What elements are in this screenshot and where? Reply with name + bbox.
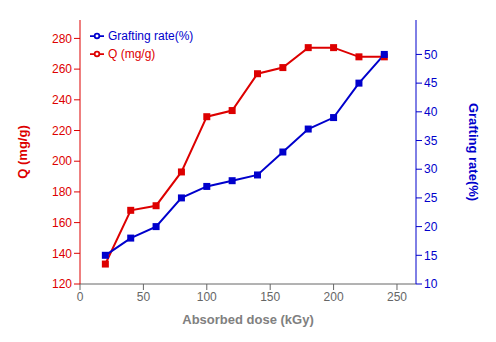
- svg-text:30: 30: [424, 162, 438, 176]
- svg-text:Q (mg/g): Q (mg/g): [15, 125, 30, 178]
- svg-text:40: 40: [424, 105, 438, 119]
- svg-text:Grafting rate(%): Grafting rate(%): [466, 103, 481, 201]
- svg-text:200: 200: [324, 290, 344, 304]
- svg-text:10: 10: [424, 277, 438, 291]
- svg-text:50: 50: [137, 290, 151, 304]
- svg-text:0: 0: [77, 290, 84, 304]
- svg-text:240: 240: [52, 93, 72, 107]
- svg-text:140: 140: [52, 247, 72, 261]
- svg-text:100: 100: [197, 290, 217, 304]
- svg-text:280: 280: [52, 32, 72, 46]
- svg-text:120: 120: [52, 277, 72, 291]
- svg-text:45: 45: [424, 76, 438, 90]
- html-text:Grafting rate(%): Grafting rate(%): [108, 29, 194, 43]
- svg-text:160: 160: [52, 216, 72, 230]
- svg-text:35: 35: [424, 134, 438, 148]
- svg-text:260: 260: [52, 62, 72, 76]
- svg-text:180: 180: [52, 185, 72, 199]
- svg-text:250: 250: [387, 290, 407, 304]
- svg-text:150: 150: [260, 290, 280, 304]
- svg-text:25: 25: [424, 191, 438, 205]
- svg-text:20: 20: [424, 220, 438, 234]
- svg-text:50: 50: [424, 48, 438, 62]
- html-text:Q (mg/g): Q (mg/g): [108, 47, 156, 61]
- svg-text:Absorbed dose (kGy): Absorbed dose (kGy): [182, 312, 313, 327]
- svg-text:200: 200: [52, 154, 72, 168]
- svg-text:220: 220: [52, 124, 72, 138]
- svg-text:15: 15: [424, 249, 438, 263]
